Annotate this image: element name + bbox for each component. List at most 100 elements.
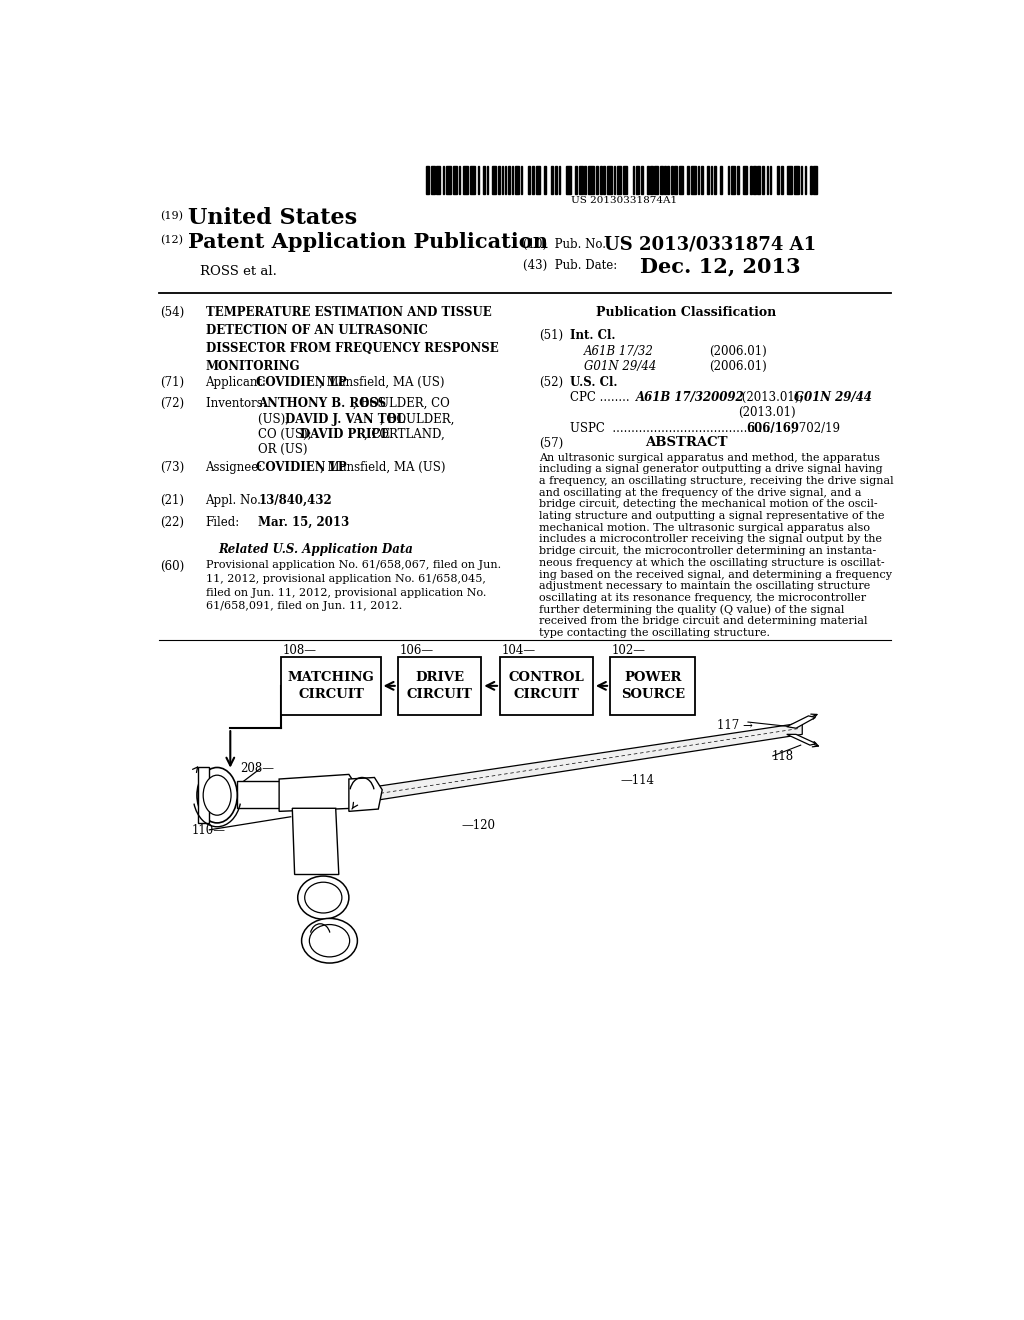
Text: Assignee:: Assignee: [206,461,270,474]
Text: COVIDIEN LP: COVIDIEN LP [256,461,346,474]
Polygon shape [349,777,382,812]
Polygon shape [292,808,339,874]
Bar [589,166,594,194]
Bar [397,657,481,715]
Bar [647,166,649,194]
Bar [521,166,522,194]
Ellipse shape [298,876,349,919]
Text: oscillating at its resonance frequency, the microcontroller: oscillating at its resonance frequency, … [539,593,866,603]
Bar [786,166,793,194]
Bar [668,166,669,194]
Text: 13/840,432: 13/840,432 [258,494,332,507]
Text: received from the bridge circuit and determining material: received from the bridge circuit and det… [539,616,867,627]
Text: ing based on the received signal, and determining a frequency: ing based on the received signal, and de… [539,570,892,579]
Bar [603,166,604,194]
Bar [426,166,429,194]
Bar [720,166,722,194]
Text: (21): (21) [161,494,184,507]
Text: United States: United States [188,207,357,228]
Bar [743,166,748,194]
Bar [600,166,601,194]
Text: ; 702/19: ; 702/19 [791,422,840,434]
Text: , BOULDER,: , BOULDER, [380,412,455,425]
Bar [805,166,806,194]
Text: ROSS et al.: ROSS et al. [200,264,276,277]
Bar [711,166,713,194]
Text: bridge circuit, the microcontroller determining an instanta-: bridge circuit, the microcontroller dete… [539,546,876,556]
Ellipse shape [305,882,342,913]
Text: MATCHING
CIRCUIT: MATCHING CIRCUIT [288,672,375,701]
Bar [431,166,435,194]
Bar [614,166,615,194]
Bar [483,166,484,194]
Bar [654,166,658,194]
Bar [714,166,716,194]
Bar [687,166,689,194]
Bar [707,166,710,194]
Bar [776,166,779,194]
Bar [690,166,696,194]
Ellipse shape [203,775,231,816]
Text: 106—: 106— [399,644,433,656]
Bar [801,166,802,194]
Bar [780,166,783,194]
Text: Dec. 12, 2013: Dec. 12, 2013 [640,256,800,276]
Bar [762,166,764,194]
Text: , BOULDER, CO: , BOULDER, CO [352,397,450,411]
Text: 208—: 208— [241,762,274,775]
Text: ANTHONY B. ROSS: ANTHONY B. ROSS [258,397,386,411]
Text: 102—: 102— [611,644,645,656]
Text: adjustment necessary to maintain the oscillating structure: adjustment necessary to maintain the osc… [539,581,870,591]
Text: (2006.01): (2006.01) [710,345,767,358]
Text: Appl. No.:: Appl. No.: [206,494,269,507]
Bar [237,780,285,808]
Text: neous frequency at which the oscillating structure is oscillat-: neous frequency at which the oscillating… [539,558,885,568]
Bar [767,166,768,194]
Bar [459,166,461,194]
Text: (71): (71) [161,376,184,388]
Text: (2013.01): (2013.01) [738,407,796,420]
Bar [610,657,695,715]
Bar [442,166,444,194]
Text: Provisional application No. 61/658,067, filed on Jun.
11, 2012, provisional appl: Provisional application No. 61/658,067, … [206,560,501,611]
Text: 110—: 110— [191,824,225,837]
Text: G01N 29/44: G01N 29/44 [795,391,872,404]
Bar [436,166,440,194]
Text: (51): (51) [539,330,563,342]
Text: lating structure and outputting a signal representative of the: lating structure and outputting a signal… [539,511,885,521]
Text: U.S. Cl.: U.S. Cl. [569,376,617,388]
Bar [282,657,381,715]
Bar [636,166,639,194]
Text: CPC ........: CPC ........ [569,391,637,404]
Bar [463,166,468,194]
Text: (10)  Pub. No.:: (10) Pub. No.: [523,238,610,251]
Text: Int. Cl.: Int. Cl. [569,330,615,342]
Text: 118: 118 [771,750,794,763]
Bar [737,166,739,194]
Text: (73): (73) [161,461,184,474]
Text: (2006.01): (2006.01) [710,360,767,374]
Bar [624,166,627,194]
Text: —114: —114 [621,775,655,788]
Text: —120: —120 [461,818,496,832]
Text: (54): (54) [161,306,184,319]
Text: US 2013/0331874 A1: US 2013/0331874 A1 [604,235,816,253]
Bar [731,166,735,194]
Bar [486,166,488,194]
Polygon shape [365,723,802,803]
Bar [728,166,729,194]
Bar [585,166,586,194]
Bar [508,166,510,194]
Text: CO (US);: CO (US); [258,428,315,441]
Bar [445,166,452,194]
Bar [650,166,652,194]
Text: Mar. 15, 2013: Mar. 15, 2013 [258,516,349,529]
Text: , PORTLAND,: , PORTLAND, [365,428,445,441]
Bar [665,166,666,194]
Text: further determining the quality (Q value) of the signal: further determining the quality (Q value… [539,605,844,615]
Bar [679,166,683,194]
Polygon shape [786,715,815,729]
Bar [579,166,583,194]
Polygon shape [786,734,816,744]
Bar [700,166,703,194]
